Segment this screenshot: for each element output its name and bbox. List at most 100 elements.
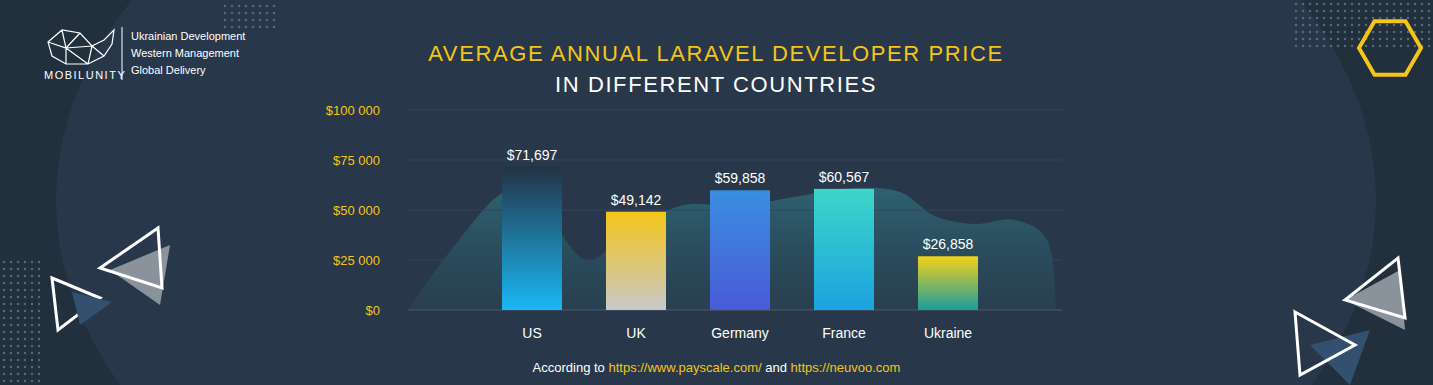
- dot: [3, 380, 6, 383]
- dot: [1379, 38, 1382, 41]
- dot: [1365, 24, 1368, 27]
- dot: [1393, 45, 1396, 48]
- dot: [31, 303, 34, 306]
- dot: [10, 303, 13, 306]
- dot: [31, 345, 34, 348]
- source-text: and: [765, 360, 787, 375]
- source-link[interactable]: https://neuvoo.com: [791, 360, 901, 375]
- dot: [1344, 45, 1347, 48]
- dot: [3, 352, 6, 355]
- dot: [24, 345, 27, 348]
- y-tick-label: $0: [366, 303, 380, 318]
- y-tick-label: $100 000: [326, 103, 380, 118]
- dot: [231, 5, 234, 8]
- dot: [1386, 10, 1389, 13]
- data-label: $59,858: [715, 170, 766, 186]
- dot: [1316, 17, 1319, 20]
- dot: [3, 268, 6, 271]
- dot: [38, 324, 41, 327]
- dot: [1295, 38, 1298, 41]
- dot: [1302, 10, 1305, 13]
- dot: [1400, 17, 1403, 20]
- dot: [245, 19, 248, 22]
- dot: [31, 366, 34, 369]
- dot: [38, 289, 41, 292]
- dot: [10, 317, 13, 320]
- dot: [273, 26, 276, 29]
- dot: [1407, 38, 1410, 41]
- data-label: $71,697: [507, 147, 558, 163]
- dot: [31, 373, 34, 376]
- dot: [1316, 45, 1319, 48]
- dot: [252, 5, 255, 8]
- dot: [1330, 3, 1333, 6]
- dot: [1365, 17, 1368, 20]
- x-tick-label: Ukraine: [924, 325, 972, 341]
- dot: [31, 359, 34, 362]
- footer: According to https://www.payscale.com/ a…: [0, 360, 1433, 375]
- dot: [1330, 31, 1333, 34]
- dot: [1428, 45, 1431, 48]
- dot: [1379, 24, 1382, 27]
- dot: [1316, 24, 1319, 27]
- dot: [1407, 3, 1410, 6]
- dot: [38, 331, 41, 334]
- dot: [17, 345, 20, 348]
- dot: [3, 289, 6, 292]
- dot: [1386, 45, 1389, 48]
- canvas: MOBILUNITY Ukrainian Development Western M…: [0, 0, 1433, 385]
- dot: [1428, 17, 1431, 20]
- x-tick-label: France: [822, 325, 866, 341]
- dot: [1365, 3, 1368, 6]
- dot: [1358, 17, 1361, 20]
- dot: [259, 5, 262, 8]
- brand-tagline: Western Management: [131, 47, 239, 59]
- dot: [38, 352, 41, 355]
- dot: [17, 338, 20, 341]
- dot: [1414, 3, 1417, 6]
- dot: [1337, 38, 1340, 41]
- dot: [231, 26, 234, 29]
- dot: [38, 268, 41, 271]
- dot: [1316, 10, 1319, 13]
- dot: [24, 324, 27, 327]
- dot: [1358, 24, 1361, 27]
- brand-tagline: Ukrainian Development: [131, 30, 245, 42]
- dot: [1344, 24, 1347, 27]
- dot: [1337, 17, 1340, 20]
- dot: [1302, 38, 1305, 41]
- dot: [31, 296, 34, 299]
- brand-name: MOBILUNITY: [44, 69, 126, 81]
- dot: [266, 5, 269, 8]
- dot: [3, 331, 6, 334]
- dot: [31, 338, 34, 341]
- dot: [17, 261, 20, 264]
- dots-top: [224, 5, 276, 29]
- dot: [1393, 10, 1396, 13]
- dot: [1302, 31, 1305, 34]
- source-link[interactable]: https://www.payscale.com/: [608, 360, 761, 375]
- dot: [38, 296, 41, 299]
- y-tick-label: $75 000: [333, 153, 380, 168]
- dot: [17, 317, 20, 320]
- dot: [1379, 3, 1382, 6]
- dot: [38, 310, 41, 313]
- dot: [1358, 10, 1361, 13]
- dot: [1302, 3, 1305, 6]
- brand-tagline: Global Delivery: [131, 64, 206, 76]
- dot: [1295, 3, 1298, 6]
- dot: [10, 289, 13, 292]
- dot: [10, 261, 13, 264]
- dot: [17, 268, 20, 271]
- dot: [1309, 45, 1312, 48]
- dot: [273, 5, 276, 8]
- dot: [1428, 31, 1431, 34]
- dot: [3, 373, 6, 376]
- dot: [17, 366, 20, 369]
- dot: [1351, 24, 1354, 27]
- dot: [1428, 38, 1431, 41]
- dot: [10, 338, 13, 341]
- dot: [1330, 17, 1333, 20]
- dot: [1316, 3, 1319, 6]
- data-label: $26,858: [923, 236, 974, 252]
